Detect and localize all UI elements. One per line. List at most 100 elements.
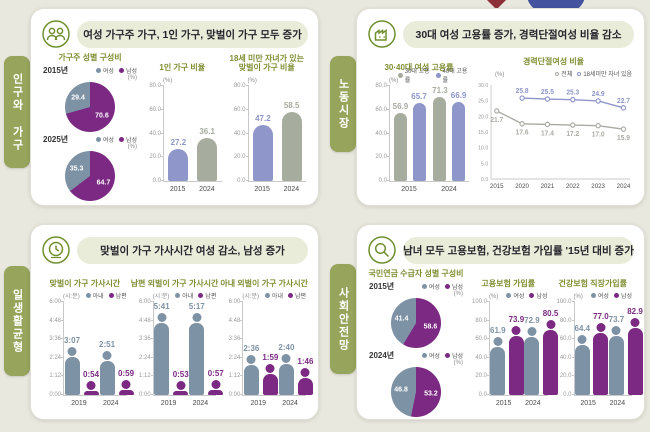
legend-item: 아내 [85,291,104,300]
axis-unit-label: (%) [127,75,137,81]
x-category-label: 2024 [192,400,209,407]
legend-item: 30대 고용률 [398,66,431,84]
y-tick-label: 3:36 [228,336,241,343]
y-tick-label: 3:36 [49,336,61,343]
x-category-label: 2019 [71,400,87,407]
legend-label: 여성 [102,68,114,75]
person-torso [297,377,313,395]
legend-label: 남편 [205,294,217,300]
chart-legend: 여성 남성 [506,291,548,300]
panel-header: 여성 가구주 가구, 1인 가구, 맞벌이 가구 모두 증가 [41,19,308,49]
bars-layer: 61.9 73.9 72.9 80.5 [490,302,558,395]
pie-chart: 70.6 29.4 [65,82,115,132]
y-tick-label: 20.0 [475,373,487,380]
person-head [102,350,112,360]
y-tick-mark [150,319,154,321]
legend-dot [85,293,91,298]
bars-layer: 5:41 0:53 5:17 0:57 [154,302,224,395]
line-plot-wrap: 0.0 5.0 10.0 15.0 20.0 25.0 30.0 2015 2020 2021 20… [475,80,632,193]
person-head [121,379,131,389]
person-torso [262,374,278,395]
svg-text:25.0: 25.0 [478,99,488,105]
bar [252,124,273,181]
y-tick-label: 20.0 [559,373,572,380]
value-label: 0:59 [118,368,135,378]
x-category-label: 2024 [199,186,215,193]
y-tick-label: 60.0 [559,336,572,343]
person-pictogram [208,380,224,395]
y-tick-mark [487,375,490,377]
y-tick-label: 0:00 [138,392,151,398]
person-pictogram [574,335,590,395]
y-tick-label: 0.0 [563,392,572,398]
y-tick-label: 80.0 [375,83,387,89]
panel-charts: 맞벌이 가구 가사시간 (시:분) 아내 남편 0:00 1:12 2:24 3:36 4:48… [41,269,313,407]
y-tick-label: 40.0 [149,130,161,137]
x-category-label: 2024 [525,400,541,407]
person-column: 80.5 [542,302,559,395]
svg-text:25.8: 25.8 [516,88,529,95]
person-column: 0:54 [83,302,99,395]
data-point [544,121,551,128]
person-torso [490,347,506,395]
svg-text:15.0: 15.0 [478,130,488,136]
y-tick-label: 100.0 [471,299,487,305]
legend-dot [95,136,101,142]
y-tick-label: 60.0 [375,106,387,113]
legend-item: 남편 [198,291,216,300]
y-tick-label: 6:00 [228,299,241,305]
person-pictogram [543,320,559,395]
value-label: 5:17 [188,302,205,312]
value-label: 3:07 [64,335,81,345]
data-point [544,96,551,103]
person-head [157,313,167,322]
axis-unit-label: (시:분) [242,294,260,300]
clock-icon [41,235,71,265]
x-category-label: 2015 [401,186,417,193]
person-head [176,381,186,391]
chart-grouped-bars: 30·40대 여성 고용률 (%) 30대 고용률 40대 고용률 0.0 20.0 40.… [369,53,469,193]
y-tick-label: 60.0 [233,106,246,113]
value-label: 58.5 [283,100,300,110]
person-torso [189,323,205,395]
chart-single-bars: 1인 가구 비율 (%) 0.0 20.0 40.0 60.0 80.0 27.2 36.1 20… [143,53,222,193]
person-head [596,323,606,333]
x-category-label: 2015 [580,400,596,407]
legend-label: 남성 [125,68,137,75]
y-tick-mark [61,338,64,340]
bar [393,113,407,181]
svg-text:25.3: 25.3 [566,90,579,97]
legend-dot [421,283,427,289]
legend-item: 남성 [444,282,463,291]
value-label: 73.7 [608,315,625,325]
value-label: 80.5 [542,309,559,319]
legend-line-marker [555,71,560,76]
plot-header: (%) [163,75,222,84]
pie-header: 2024년 여성 남성 [369,350,463,360]
value-label: 66.9 [450,90,467,100]
x-category-label: 2024 [282,400,298,407]
y-tick-label: 4:48 [228,317,241,324]
legend-item: 아내 [175,291,193,300]
data-point [595,98,601,104]
x-axis-labels: 2015 2024 [248,182,307,193]
svg-text:15.9: 15.9 [617,135,630,142]
y-tick-mark [161,180,164,181]
person-column: 77.0 [593,302,609,395]
person-pictogram [627,317,643,395]
y-tick-mark [571,338,575,340]
axis-unit-label: (%) [573,294,583,300]
person-torso [593,333,609,395]
person-pictogram [243,354,259,395]
axis-unit-label: (%) [247,78,257,84]
y-tick-mark [240,375,244,377]
y-tick-mark [245,156,249,158]
plot-header: (시:분) 아내 남편 [242,291,306,300]
legend-dot [613,293,619,298]
x-category-label: 2015 [495,400,512,407]
y-tick-label: 2:24 [228,354,241,361]
chart-subtitle-line: 경력단절여성 비율 [522,57,585,67]
chart-person-bars: 아내 외벌이 가구 가사시간 (시:분) 아내 남편 0:00 1:12 2:24 3:36 4… [220,269,313,407]
panel-labor-market: 30대 여성 고용률 증가, 경력단절여성 비율 감소 30·40대 여성 고용… [356,8,645,206]
svg-text:2021: 2021 [541,183,555,190]
